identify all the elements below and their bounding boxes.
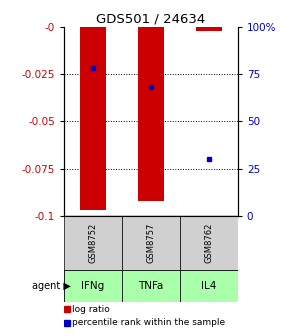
Bar	[64, 216, 122, 270]
Text: agent ▶: agent ▶	[32, 281, 71, 291]
Text: log ratio: log ratio	[72, 304, 110, 313]
Bar	[122, 216, 180, 270]
Text: GSM8762: GSM8762	[204, 223, 213, 263]
Bar	[122, 270, 180, 302]
Bar	[196, 27, 222, 31]
Bar	[138, 27, 164, 201]
Text: percentile rank within the sample: percentile rank within the sample	[72, 318, 226, 327]
Text: IL4: IL4	[201, 281, 217, 291]
Text: TNFa: TNFa	[138, 281, 164, 291]
Title: GDS501 / 24634: GDS501 / 24634	[96, 13, 205, 26]
Text: GSM8752: GSM8752	[88, 223, 97, 263]
Bar	[64, 270, 122, 302]
Text: IFNg: IFNg	[81, 281, 104, 291]
Bar	[80, 27, 106, 210]
Bar	[180, 216, 238, 270]
Bar	[180, 270, 238, 302]
Text: GSM8757: GSM8757	[146, 223, 155, 263]
